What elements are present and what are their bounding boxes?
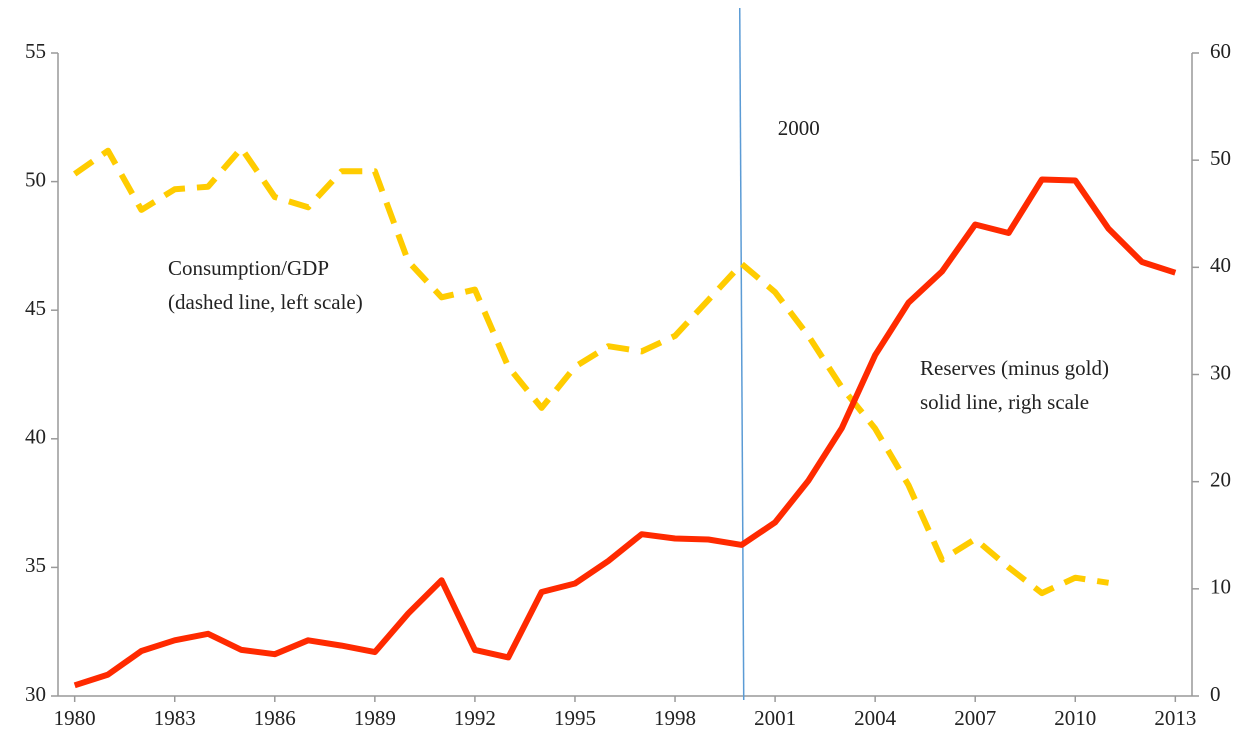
annotation: solid line, righ scale	[920, 390, 1089, 414]
y2-tick-label: 30	[1210, 360, 1231, 384]
marker-line	[738, 7, 745, 701]
x-tick-label: 2004	[854, 706, 897, 730]
annotation: Consumption/GDP	[168, 256, 329, 280]
annotation: (dashed line, left scale)	[168, 290, 363, 314]
x-tick-label: 1986	[254, 706, 296, 730]
marker-label: 2000	[778, 116, 820, 140]
annotation: Reserves (minus gold)	[920, 356, 1109, 380]
y2-tick-label: 60	[1210, 39, 1231, 63]
y-tick-label: 35	[25, 553, 46, 577]
x-tick-label: 2010	[1054, 706, 1096, 730]
y-tick-label: 55	[25, 39, 46, 63]
y-tick-label: 40	[25, 425, 46, 449]
y2-tick-label: 50	[1210, 146, 1231, 170]
y2-tick-label: 20	[1210, 467, 1231, 491]
y-tick-label: 45	[25, 296, 46, 320]
y-tick-label: 30	[25, 682, 46, 706]
y-tick-label: 50	[25, 167, 46, 191]
x-tick-label: 1989	[354, 706, 396, 730]
x-tick-label: 2007	[954, 706, 996, 730]
y2-tick-label: 40	[1210, 253, 1231, 277]
x-tick-label: 1998	[654, 706, 696, 730]
series-line	[73, 176, 1177, 689]
x-tick-label: 1995	[554, 706, 596, 730]
x-tick-label: 1992	[454, 706, 496, 730]
y2-tick-label: 0	[1210, 682, 1221, 706]
y2-tick-label: 10	[1210, 575, 1231, 599]
series-line	[72, 145, 1110, 597]
x-tick-label: 2013	[1154, 706, 1196, 730]
x-tick-label: 2001	[754, 706, 796, 730]
x-tick-label: 1980	[54, 706, 96, 730]
x-tick-label: 1983	[154, 706, 196, 730]
